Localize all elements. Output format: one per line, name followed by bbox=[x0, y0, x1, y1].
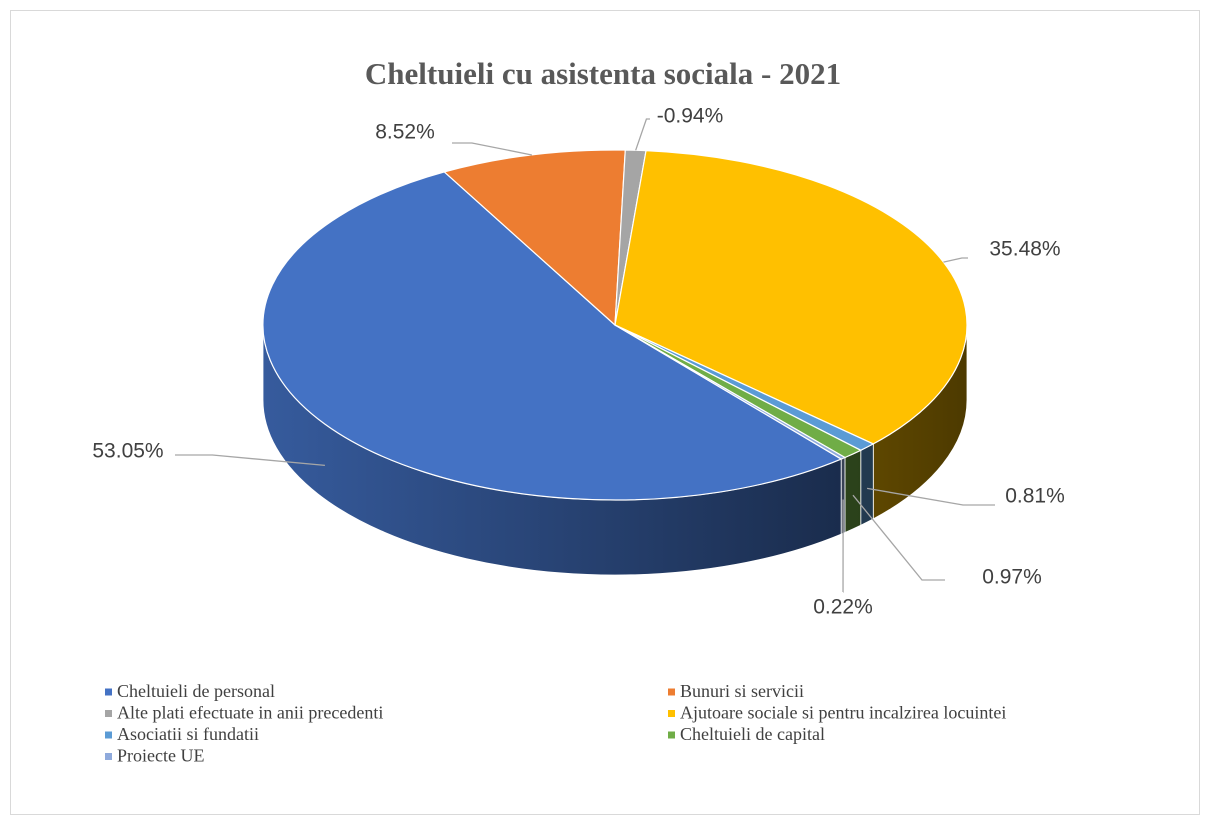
leader-line bbox=[852, 494, 945, 581]
legend-label: Ajutoare sociale si pentru incalzirea lo… bbox=[680, 703, 1006, 723]
legend-swatch bbox=[105, 731, 112, 739]
data-label: 0.97% bbox=[982, 566, 1042, 589]
legend-swatch bbox=[105, 753, 112, 760]
legend-label: Alte plati efectuate in anii precedenti bbox=[117, 703, 383, 723]
data-label: 0.81% bbox=[1005, 485, 1065, 508]
data-label: -0.94% bbox=[657, 105, 724, 128]
legend-swatch bbox=[668, 710, 675, 717]
chart-title: Cheltuieli cu asistenta sociala - 2021 bbox=[365, 56, 841, 91]
data-label: 8.52% bbox=[375, 121, 435, 144]
legend-label: Asociatii si fundatii bbox=[117, 724, 259, 744]
slice-side bbox=[844, 449, 862, 534]
data-label: 0.22% bbox=[813, 596, 873, 619]
slice bbox=[443, 149, 626, 327]
slice bbox=[262, 171, 843, 501]
leader-line bbox=[866, 487, 995, 506]
leader-line bbox=[943, 257, 968, 263]
slice bbox=[614, 324, 847, 460]
legend-swatch bbox=[668, 731, 675, 739]
legend-label: Cheltuieli de personal bbox=[117, 681, 275, 701]
legend-label: Bunuri si servicii bbox=[680, 681, 804, 701]
leader-line bbox=[175, 454, 325, 467]
data-label: 35.48% bbox=[989, 238, 1060, 261]
leader-line bbox=[452, 142, 532, 156]
legend-swatch bbox=[105, 688, 112, 696]
legend-label: Cheltuieli de capital bbox=[680, 724, 825, 744]
legend-swatch bbox=[668, 688, 675, 696]
legend-swatch bbox=[105, 710, 112, 717]
legend-label: Proiecte UE bbox=[117, 746, 204, 766]
leader-line bbox=[635, 118, 650, 151]
slice bbox=[614, 150, 968, 445]
data-label: 53.05% bbox=[92, 440, 163, 463]
